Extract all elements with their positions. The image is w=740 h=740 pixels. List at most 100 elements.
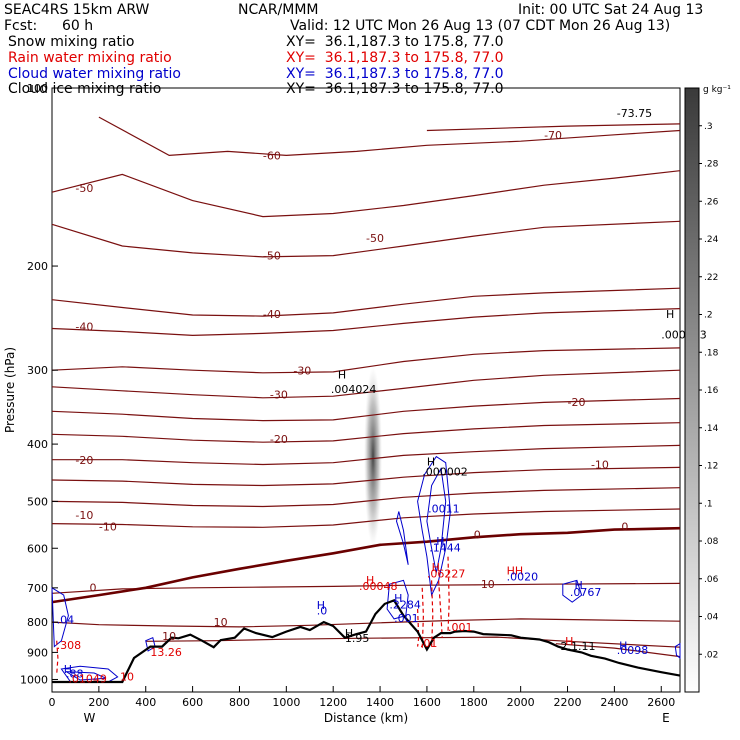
isotherm-line (145, 636, 681, 648)
isotherm-line (426, 123, 681, 132)
y-tick-label: 300 (27, 364, 48, 377)
contour-label: -40 (75, 320, 93, 333)
contour-label: 0 (89, 581, 96, 594)
model-title: SEAC4RS 15km ARW (4, 2, 150, 18)
contour-label: -10 (99, 521, 117, 534)
x-tick-label: 1600 (413, 696, 441, 709)
isotherm-line (51, 422, 681, 443)
rain-water-contour (431, 580, 434, 647)
y-tick-label: 700 (27, 582, 48, 595)
contour-label: 10 (481, 578, 495, 591)
contour-label: HH (507, 565, 524, 578)
colorbar-tick-label: .12 (704, 462, 718, 472)
contour-label: .1444 (429, 542, 461, 555)
snow-shading (364, 366, 383, 547)
center-title: NCAR/MMM (238, 2, 319, 18)
contour-label: H (338, 369, 346, 382)
isotherm-line (51, 220, 681, 258)
contour-label: H (619, 640, 627, 653)
contour-label: 10 (120, 671, 134, 684)
colorbar-tick-label: .16 (704, 386, 719, 396)
isotherm-line (51, 369, 681, 399)
terrain-surface-line (52, 599, 681, 684)
colorbar-tick-label: .08 (704, 537, 719, 547)
colorbar-tick-label: .2 (704, 311, 713, 321)
y-top-label: 100 (27, 82, 48, 95)
rain-water-contour (447, 556, 450, 632)
contour-label: -60 (263, 149, 281, 162)
fcst-label: Fcst: (4, 18, 38, 34)
field-name-rain: Rain water mixing ratio (8, 50, 172, 66)
colorbar-tick-label: .04 (704, 613, 719, 623)
y-axis-label: Pressure (hPa) (3, 347, 17, 433)
init-time: Init: 00 UTC Sat 24 Aug 13 (518, 2, 704, 18)
contour-label: H (575, 579, 583, 592)
cloud-water-contour (562, 579, 583, 603)
x-tick-label: 1400 (366, 696, 394, 709)
contour-label: .2284 (389, 598, 421, 611)
contour-label: -20 (270, 433, 288, 446)
contour-label: -20 (568, 396, 586, 409)
y-tick-label: 400 (27, 438, 48, 451)
contour-label: 13.26 (150, 646, 182, 659)
y-tick-label: 800 (27, 616, 48, 629)
valid-time: Valid: 12 UTC Mon 26 Aug 13 (07 CDT Mon … (290, 18, 671, 34)
isotherm-line (52, 444, 681, 466)
contour-label: .001 (394, 612, 419, 625)
colorbar-tick-label: .22 (704, 273, 718, 283)
contour-label: H (345, 627, 353, 640)
contour-label: -10 (75, 509, 93, 522)
rain-water-contour (56, 640, 59, 675)
colorbar-tick-label: .18 (704, 348, 719, 358)
isotherm-line (51, 466, 681, 487)
y-tick-label: 500 (27, 495, 48, 508)
contour-label: .88 (66, 667, 84, 680)
field-xy-cloud-ice: XY= 36.1,187.3 to 175.8, 77.0 (286, 81, 504, 97)
isotherm-line (51, 287, 681, 317)
field-name-cloud-water: Cloud water mixing ratio (8, 66, 181, 82)
contour-label: H (427, 456, 435, 469)
contour-label: -50 (263, 250, 281, 263)
contour-label: 0 (474, 529, 481, 542)
endpoint-east: E (662, 711, 670, 725)
rain-water-contour (421, 587, 425, 650)
contour-label: 0 (621, 521, 628, 534)
contour-label: -30 (270, 389, 288, 402)
contour-label: -20 (75, 454, 93, 467)
contour-label: .308 (57, 639, 82, 652)
x-tick-label: 0 (49, 696, 56, 709)
x-tick-label: 400 (135, 696, 156, 709)
colorbar-tick-label: .02 (704, 650, 718, 660)
contour-label: -10 (591, 459, 609, 472)
x-tick-label: 800 (229, 696, 250, 709)
endpoint-west: W (84, 711, 96, 725)
contour-label: -50 (75, 182, 93, 195)
y-tick-label: 900 (27, 646, 48, 659)
colorbar-tick-label: .14 (704, 424, 719, 434)
contour-label: H (565, 635, 573, 648)
contour-label: 10 (214, 616, 228, 629)
contour-label: 10 (162, 630, 176, 643)
contour-label: .0011 (428, 502, 460, 515)
colorbar-tick-label: .26 (704, 197, 719, 207)
x-tick-label: 1800 (460, 696, 488, 709)
contour-label: 1.95 (345, 632, 370, 645)
cloud-water-contour (674, 642, 681, 660)
contour-label: 2.1.11 (560, 640, 595, 653)
x-tick-label: 2200 (554, 696, 582, 709)
contour-label: .00048 (359, 580, 398, 593)
contour-label: .000002 (422, 465, 468, 478)
isotherm-line (51, 487, 681, 508)
contour-label: -70 (544, 129, 562, 142)
contour-label: .0020 (507, 570, 539, 583)
freezing-level-line (51, 526, 681, 604)
colorbar-tick-label: .1 (704, 499, 713, 509)
contour-label: H (394, 592, 402, 605)
colorbar-tick-label: .24 (704, 235, 719, 245)
isotherm-line (51, 618, 681, 628)
contour-label: -30 (293, 364, 311, 377)
contour-label: .000413 (661, 328, 707, 341)
colorbar-tick-label: .06 (704, 575, 719, 585)
isotherm-line (555, 643, 681, 658)
cloud-water-contour (386, 579, 409, 620)
